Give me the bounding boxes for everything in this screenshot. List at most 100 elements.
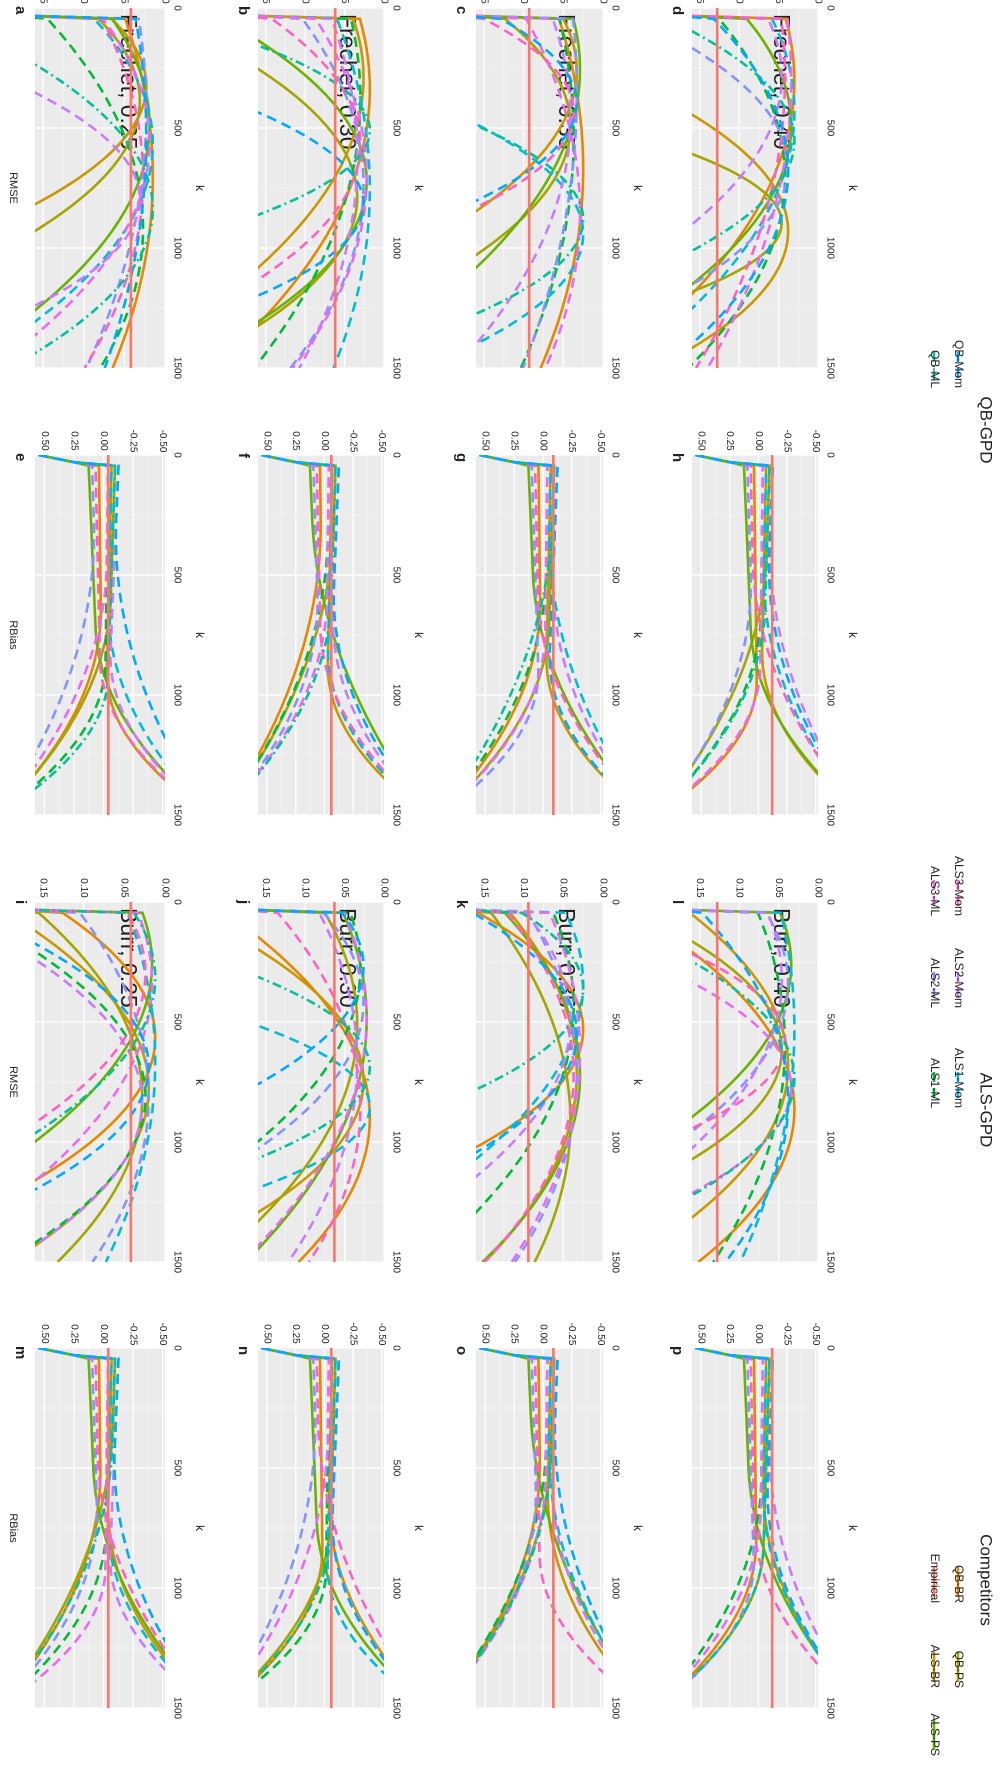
curves xyxy=(35,1348,165,1708)
value-tick-label: -0.50 xyxy=(376,1323,387,1346)
k-axis-label: k xyxy=(631,1525,645,1532)
k-axis-label: k xyxy=(412,632,426,639)
series-line-als3-mom xyxy=(479,455,603,766)
value-tick-label: 0.10 xyxy=(300,878,311,898)
value-tick-label: 0.25 xyxy=(68,431,79,451)
curves xyxy=(476,8,585,368)
value-tick-label: 0.15 xyxy=(694,0,705,4)
k-tick-label: 1000 xyxy=(824,684,835,707)
series-line-als2-mom xyxy=(35,91,142,308)
k-tick-label: 1000 xyxy=(171,237,182,260)
panel-e: 0.50 0.25 0.00 -0.25 -0.500 500 1000 1500 k RBias… xyxy=(7,430,207,827)
value-tick-label: 0.00 xyxy=(753,431,764,451)
series-line-als3-mom xyxy=(479,1348,603,1675)
series-line-als2-mom xyxy=(695,1348,818,1640)
series-line-qb-mom xyxy=(692,15,790,346)
k-tick-label: 0 xyxy=(609,5,620,11)
series-line-als3-ml xyxy=(692,14,793,368)
value-tick-label: -0.50 xyxy=(810,430,821,453)
value-tick-label: 0.05 xyxy=(773,878,784,898)
value-tick-label: 0.00 xyxy=(753,1324,764,1344)
value-tick-label: 0.05 xyxy=(119,878,130,898)
series-line-als1-mom xyxy=(258,14,372,368)
k-tick-label: 1500 xyxy=(171,357,182,380)
k-tick-label: 1000 xyxy=(171,1577,182,1600)
series-line-als3-mom xyxy=(35,14,145,368)
k-tick-label: 500 xyxy=(390,1014,401,1031)
legend-label: QB-ML xyxy=(928,350,942,388)
series-line-als3-mom xyxy=(261,1348,384,1645)
k-axis-label: k xyxy=(412,1525,426,1532)
panel-letter: o xyxy=(453,1346,470,1355)
legend-label: ALS3-Mom xyxy=(952,856,966,916)
value-tick-label: 0.10 xyxy=(734,0,745,4)
legend-label: ALS2-Mom xyxy=(952,948,966,1008)
curves xyxy=(258,1348,384,1708)
metric-axis-label: RMSE xyxy=(7,1066,19,1098)
k-tick-label: 0 xyxy=(390,899,401,905)
series-line-qb-mom xyxy=(695,1348,818,1653)
series-line-qb-br xyxy=(258,935,372,1262)
panel-b: 0.000.050.100.15050010001500kbFrechet, 0… xyxy=(235,0,426,380)
panel-letter: n xyxy=(235,1346,252,1355)
k-tick-label: 500 xyxy=(609,1460,620,1477)
k-axis-label: k xyxy=(846,1079,860,1086)
series-line-als-ps xyxy=(692,15,793,286)
series-line-als1-mom xyxy=(695,1348,818,1656)
k-tick-label: 1000 xyxy=(824,237,835,260)
value-tick-label: -0.50 xyxy=(157,1323,168,1346)
k-axis-label: k xyxy=(846,185,860,192)
series-line-qb-ml xyxy=(35,1348,117,1662)
value-tick-label: -0.25 xyxy=(566,1323,577,1346)
value-tick-label: 0.00 xyxy=(319,1324,330,1344)
k-tick-label: 0 xyxy=(824,452,835,458)
series-line-als-ps xyxy=(261,1348,384,1668)
k-tick-label: 0 xyxy=(609,452,620,458)
series-line-qb-mom xyxy=(695,455,818,751)
value-tick-label: 0.25 xyxy=(290,1324,301,1344)
k-axis-label: k xyxy=(193,1525,207,1532)
value-tick-label: 0.00 xyxy=(378,0,389,4)
series-line-qb-ml xyxy=(476,123,585,316)
value-tick-label: 0.00 xyxy=(159,0,170,4)
k-tick-label: 1500 xyxy=(824,357,835,380)
curves xyxy=(692,902,796,1262)
value-tick-label: 0.05 xyxy=(558,878,569,898)
value-tick-label: -0.25 xyxy=(127,1323,138,1346)
value-tick-label: 0.15 xyxy=(37,878,48,898)
series-line-qb-mom xyxy=(692,910,790,1262)
series-line-qb-br xyxy=(476,14,585,368)
series-line-qb-ps xyxy=(692,152,783,294)
k-axis-label: k xyxy=(193,185,207,192)
series-line-als3-ml xyxy=(258,455,331,776)
value-tick-label: 0.10 xyxy=(518,878,529,898)
series-line-als2-mom xyxy=(476,14,572,347)
series-line-als2-ml xyxy=(692,908,790,1133)
series-line-qb-mom xyxy=(38,455,165,741)
value-tick-label: 0.00 xyxy=(537,1324,548,1344)
series-line-als3-mom xyxy=(692,952,787,1130)
series-line-als3-mom xyxy=(258,16,362,282)
value-tick-label: 0.00 xyxy=(812,0,823,4)
k-tick-label: 1000 xyxy=(609,684,620,707)
value-tick-label: 0.00 xyxy=(597,878,608,898)
legend-label: ALS3-ML xyxy=(928,866,942,916)
series-line-als1-mom xyxy=(695,455,818,757)
k-axis-label: k xyxy=(193,632,207,639)
k-tick-label: 1500 xyxy=(609,1251,620,1274)
series-line-als-ps xyxy=(692,908,793,1119)
k-tick-label: 1000 xyxy=(609,237,620,260)
k-axis-label: k xyxy=(193,1079,207,1086)
series-line-als2-ml xyxy=(258,455,319,772)
panel-letter: p xyxy=(669,1346,686,1355)
k-tick-label: 1500 xyxy=(390,804,401,827)
series-line-als2-ml xyxy=(476,14,579,368)
panel-d: 0.000.050.100.15050010001500kdFrechet, 0… xyxy=(669,0,860,380)
series-line-als2-ml xyxy=(258,15,365,368)
k-tick-label: 500 xyxy=(609,120,620,137)
series-line-als-br xyxy=(258,947,365,1214)
k-axis-label: k xyxy=(631,185,645,192)
series-line-als1-mom xyxy=(692,908,796,1262)
metric-axis-label: RBias xyxy=(7,1513,19,1543)
series-line-qb-br xyxy=(476,911,585,1149)
